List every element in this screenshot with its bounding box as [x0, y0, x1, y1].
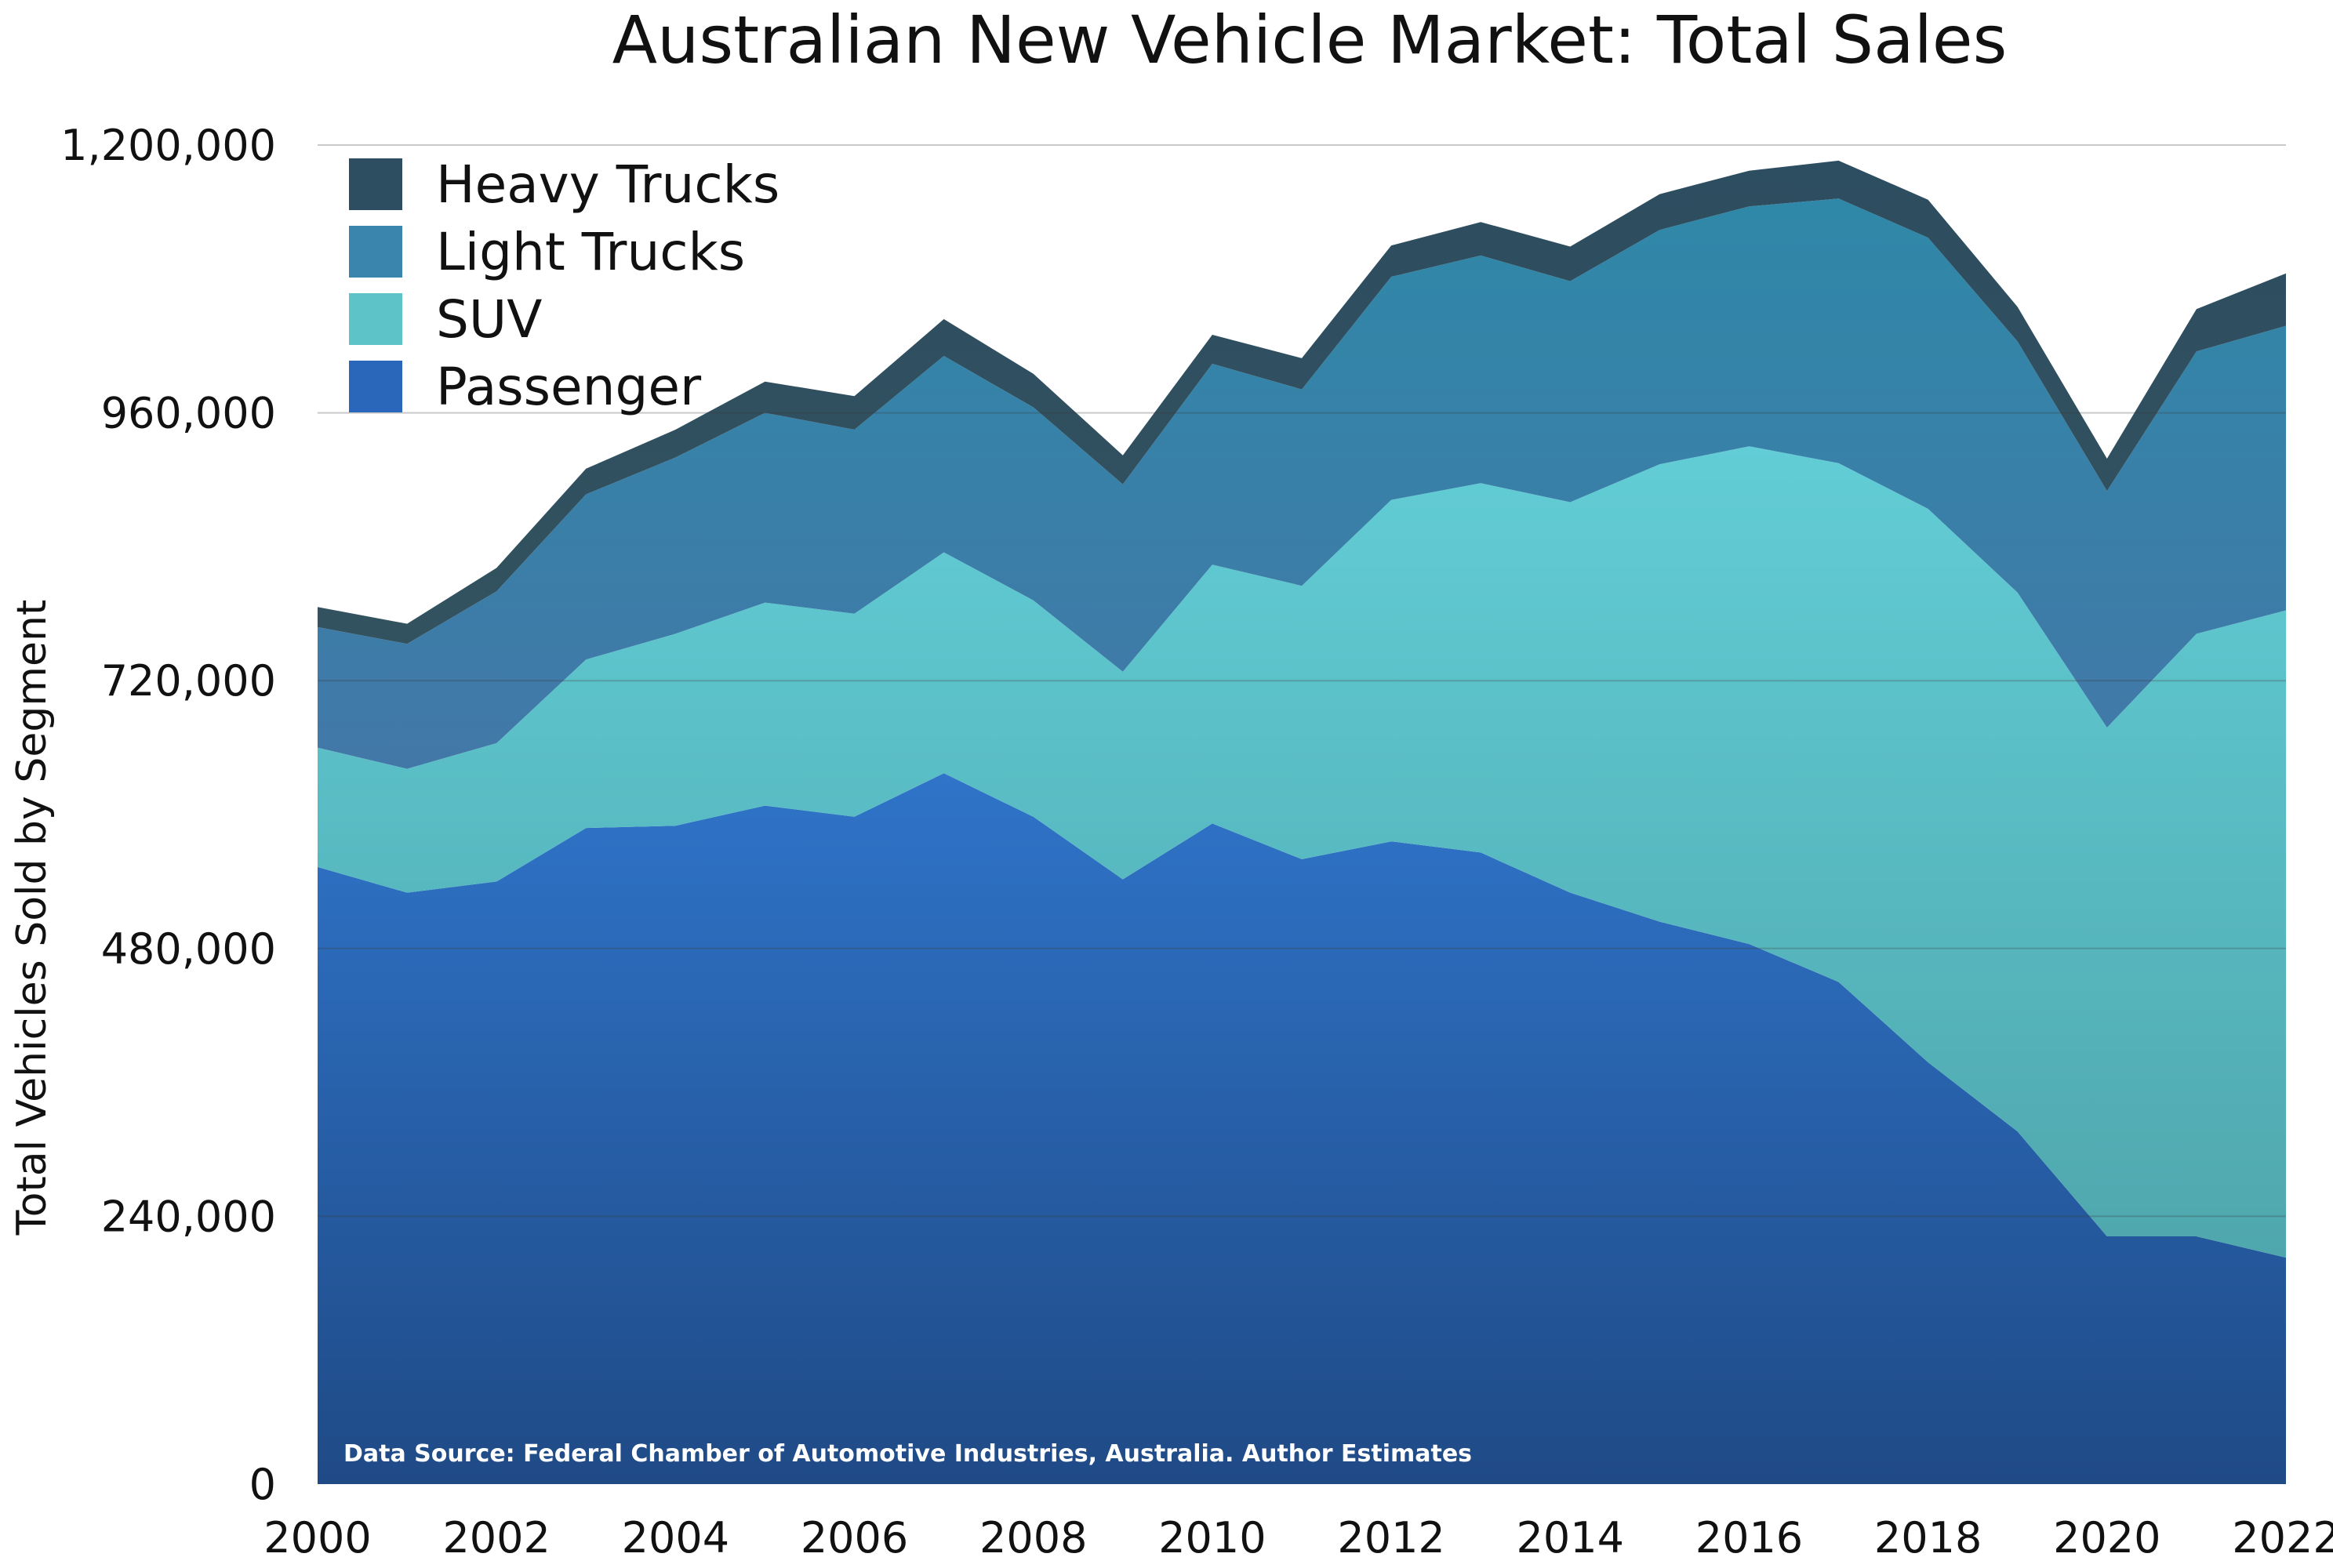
area-series-light-trucks [318, 198, 2286, 769]
data-source-annotation: Data Source: Federal Chamber of Automoti… [343, 1440, 1472, 1468]
x-tick-label: 2014 [1517, 1513, 1624, 1563]
chart-title: Australian New Vehicle Market: Total Sal… [612, 2, 2008, 78]
legend-swatch-light-trucks [349, 226, 402, 278]
x-tick-label: 2008 [979, 1513, 1087, 1563]
y-axis-label: Total Vehicles Sold by Segment [9, 600, 56, 1236]
legend-swatch-heavy-trucks [349, 158, 402, 210]
stacked-areas [318, 160, 2286, 1484]
area-series-passenger [318, 773, 2286, 1484]
x-tick-label: 2002 [442, 1513, 550, 1563]
x-tick-label: 2016 [1695, 1513, 1803, 1563]
legend-label-heavy-trucks: Heavy Trucks [436, 154, 779, 215]
y-tick-label: 240,000 [101, 1192, 276, 1241]
grid-lines [318, 144, 2286, 1218]
y-tick-label: 1,200,000 [60, 121, 276, 170]
x-tick-label: 2000 [263, 1513, 371, 1563]
y-tick-label: 0 [249, 1460, 276, 1509]
x-axis-ticks: 2000 2002 2004 2006 2008 2010 2012 2014 2016 2018… [263, 1513, 2333, 1563]
y-tick-label: 960,000 [101, 389, 276, 438]
legend-label-passenger: Passenger [436, 357, 702, 417]
x-tick-label: 2020 [2053, 1513, 2160, 1563]
x-tick-label: 2004 [622, 1513, 729, 1563]
legend: Heavy Trucks Light Trucks SUV Passenger [349, 154, 779, 417]
legend-swatch-passenger [349, 361, 402, 412]
y-tick-label: 720,000 [101, 656, 276, 706]
x-tick-label: 2022 [2232, 1513, 2333, 1563]
y-axis-ticks: 0 240,000 480,000 720,000 960,000 1,200,000 [60, 121, 276, 1509]
legend-label-light-trucks: Light Trucks [436, 222, 745, 282]
x-tick-label: 2018 [1874, 1513, 1982, 1563]
x-tick-label: 2010 [1158, 1513, 1266, 1563]
y-tick-label: 480,000 [101, 924, 276, 974]
x-tick-label: 2006 [801, 1513, 908, 1563]
legend-swatch-suv [349, 293, 402, 345]
area-series-suv [318, 446, 2286, 1258]
x-tick-label: 2012 [1337, 1513, 1444, 1563]
legend-label-suv: SUV [436, 289, 542, 350]
